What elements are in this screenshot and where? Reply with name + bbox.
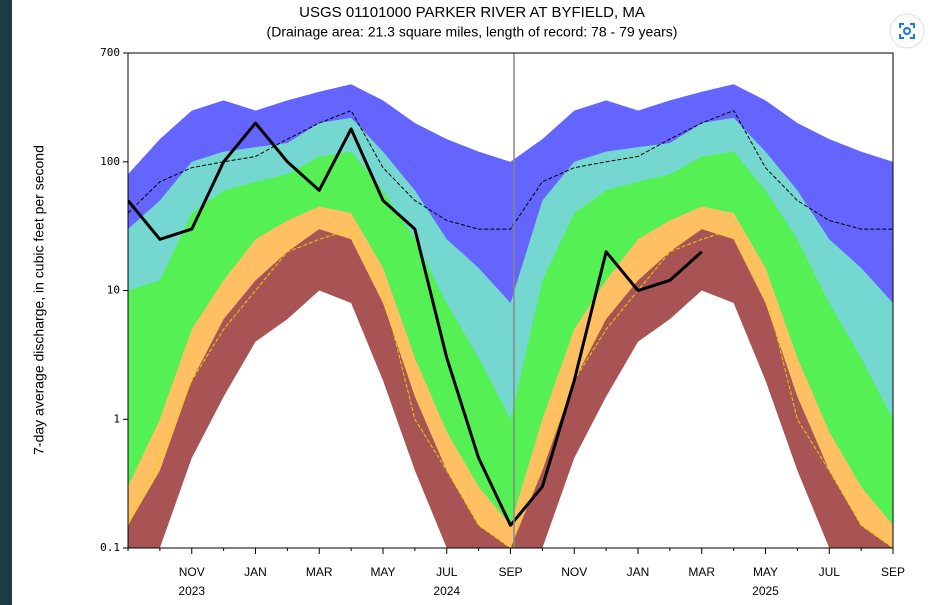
y-tick-label: 0.1 <box>100 541 120 554</box>
x-tick-label: JAN <box>244 565 267 579</box>
window-edge <box>0 0 12 605</box>
x-tick-label: NOV <box>179 565 205 579</box>
x-tick-label: JUL <box>819 565 841 579</box>
y-tick-label: 100 <box>100 155 120 168</box>
plot-area <box>128 84 893 548</box>
x-tick-label: JUL <box>436 565 458 579</box>
x-tick-label: MAY <box>753 565 778 579</box>
x-tick-label: JAN <box>627 565 650 579</box>
x-tick-label: MAR <box>306 565 333 579</box>
x-year-label: 2024 <box>433 584 460 598</box>
x-tick-label: MAY <box>370 565 395 579</box>
x-tick-label: MAR <box>688 565 715 579</box>
discharge-line <box>128 121 703 527</box>
y-tick-label: 10 <box>107 284 120 297</box>
x-year-label: 2025 <box>752 584 779 598</box>
lens-bg[interactable] <box>889 13 925 49</box>
lens-dot <box>903 27 911 35</box>
lens-button[interactable] <box>889 13 925 49</box>
y-tick-label: 700 <box>100 46 120 59</box>
reference-line <box>128 110 893 230</box>
chart-title: USGS 01101000 PARKER RIVER AT BYFIELD, M… <box>299 4 645 21</box>
lens-frame <box>899 23 915 39</box>
x-tick-label: SEP <box>498 565 522 579</box>
chart-subtitle: (Drainage area: 21.3 square miles, lengt… <box>267 24 678 40</box>
x-tick-label: SEP <box>881 565 905 579</box>
x-tick-label: NOV <box>561 565 587 579</box>
percentile-band <box>128 290 893 548</box>
x-year-label: 2023 <box>178 584 205 598</box>
y-axis-label: 7-day average discharge, in cubic feet p… <box>31 145 47 455</box>
y-tick-label: 1 <box>113 412 120 425</box>
